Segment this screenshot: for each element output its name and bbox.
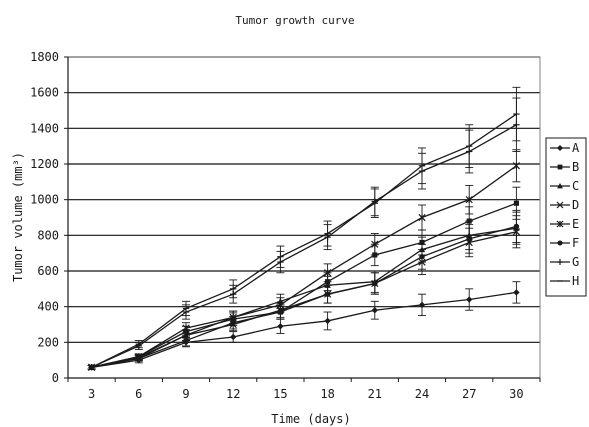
y-tick-label: 1800	[30, 50, 59, 64]
data-point	[418, 301, 426, 309]
data-point	[557, 164, 563, 170]
x-tick-label: 3	[88, 387, 95, 401]
data-point	[512, 162, 521, 170]
series-line	[91, 231, 517, 368]
legend-item: C	[550, 179, 579, 193]
data-point	[372, 280, 378, 287]
data-point	[324, 291, 331, 297]
y-tick-label: 1000	[30, 193, 59, 207]
data-point	[513, 200, 519, 206]
series-line	[91, 225, 517, 368]
x-tick-label: 21	[368, 387, 382, 401]
y-tick-label: 1400	[30, 121, 59, 135]
legend-item: F	[550, 236, 579, 250]
data-point	[182, 324, 190, 332]
data-point	[230, 333, 237, 341]
data-point	[277, 323, 284, 330]
legend-item: B	[550, 160, 579, 174]
x-tick-label: 9	[182, 387, 189, 401]
legend-box	[545, 137, 587, 297]
series-line	[91, 113, 517, 368]
legend-label: G	[572, 255, 579, 269]
data-point	[557, 145, 563, 151]
series-line	[91, 202, 517, 368]
data-point	[371, 307, 378, 314]
legend-label: A	[572, 141, 580, 155]
legend-label: B	[572, 160, 579, 174]
data-point	[371, 240, 379, 248]
y-tick-label: 1200	[30, 157, 59, 171]
series-G	[87, 97, 521, 371]
data-point	[557, 240, 563, 246]
y-tick-label: 600	[37, 264, 59, 278]
data-point	[183, 337, 189, 344]
data-point	[557, 183, 563, 189]
x-tick-label: 30	[509, 387, 523, 401]
series-line	[91, 291, 517, 368]
data-point	[277, 309, 284, 315]
x-tick-label: 15	[273, 387, 287, 401]
series-line	[91, 165, 517, 368]
data-point	[324, 317, 331, 325]
data-point	[557, 259, 563, 265]
data-point	[556, 220, 564, 228]
x-tick-label: 12	[226, 387, 240, 401]
chart-title: Tumor growth curve	[235, 14, 354, 27]
y-tick-label: 400	[37, 300, 59, 314]
legend-label: F	[572, 236, 579, 250]
y-tick-label: 800	[37, 228, 59, 242]
data-point	[556, 201, 564, 209]
legend-label: H	[572, 274, 579, 288]
x-tick-label: 6	[135, 387, 142, 401]
x-axis-label: Time (days)	[271, 412, 350, 426]
x-tick-label: 24	[415, 387, 429, 401]
legend-item: E	[550, 217, 579, 231]
legend-label: C	[572, 179, 579, 193]
y-axis-label: Tumor volume (mm³)	[11, 152, 25, 282]
legend-label: D	[572, 198, 579, 212]
data-point	[513, 223, 520, 230]
legend-item: G	[550, 255, 579, 269]
axis-layer: 0 200 400 600 800 1000 1200 1400 1600 1800 3 6 9 12 15…	[30, 50, 541, 401]
data-point	[323, 269, 332, 277]
series-line	[91, 124, 517, 368]
series-F	[87, 209, 521, 371]
data-point	[465, 196, 473, 204]
legend-item: A	[550, 141, 580, 155]
data-point	[466, 296, 473, 303]
data-point	[419, 254, 425, 260]
y-tick-label: 0	[52, 371, 59, 385]
legend-label: E	[572, 217, 579, 231]
data-point	[418, 213, 426, 222]
series-layer	[87, 86, 521, 371]
series-A	[87, 281, 521, 371]
y-tick-label: 1600	[30, 86, 59, 100]
legend-item: H	[550, 274, 579, 288]
data-point	[136, 355, 142, 362]
legend-item: D	[550, 198, 579, 212]
data-point	[513, 289, 520, 296]
x-tick-label: 27	[462, 387, 476, 401]
x-tick-label: 18	[320, 387, 334, 401]
y-tick-label: 200	[37, 335, 59, 349]
data-point	[230, 319, 236, 326]
data-point	[466, 236, 472, 242]
series-E	[87, 149, 521, 371]
series-H	[87, 86, 521, 370]
